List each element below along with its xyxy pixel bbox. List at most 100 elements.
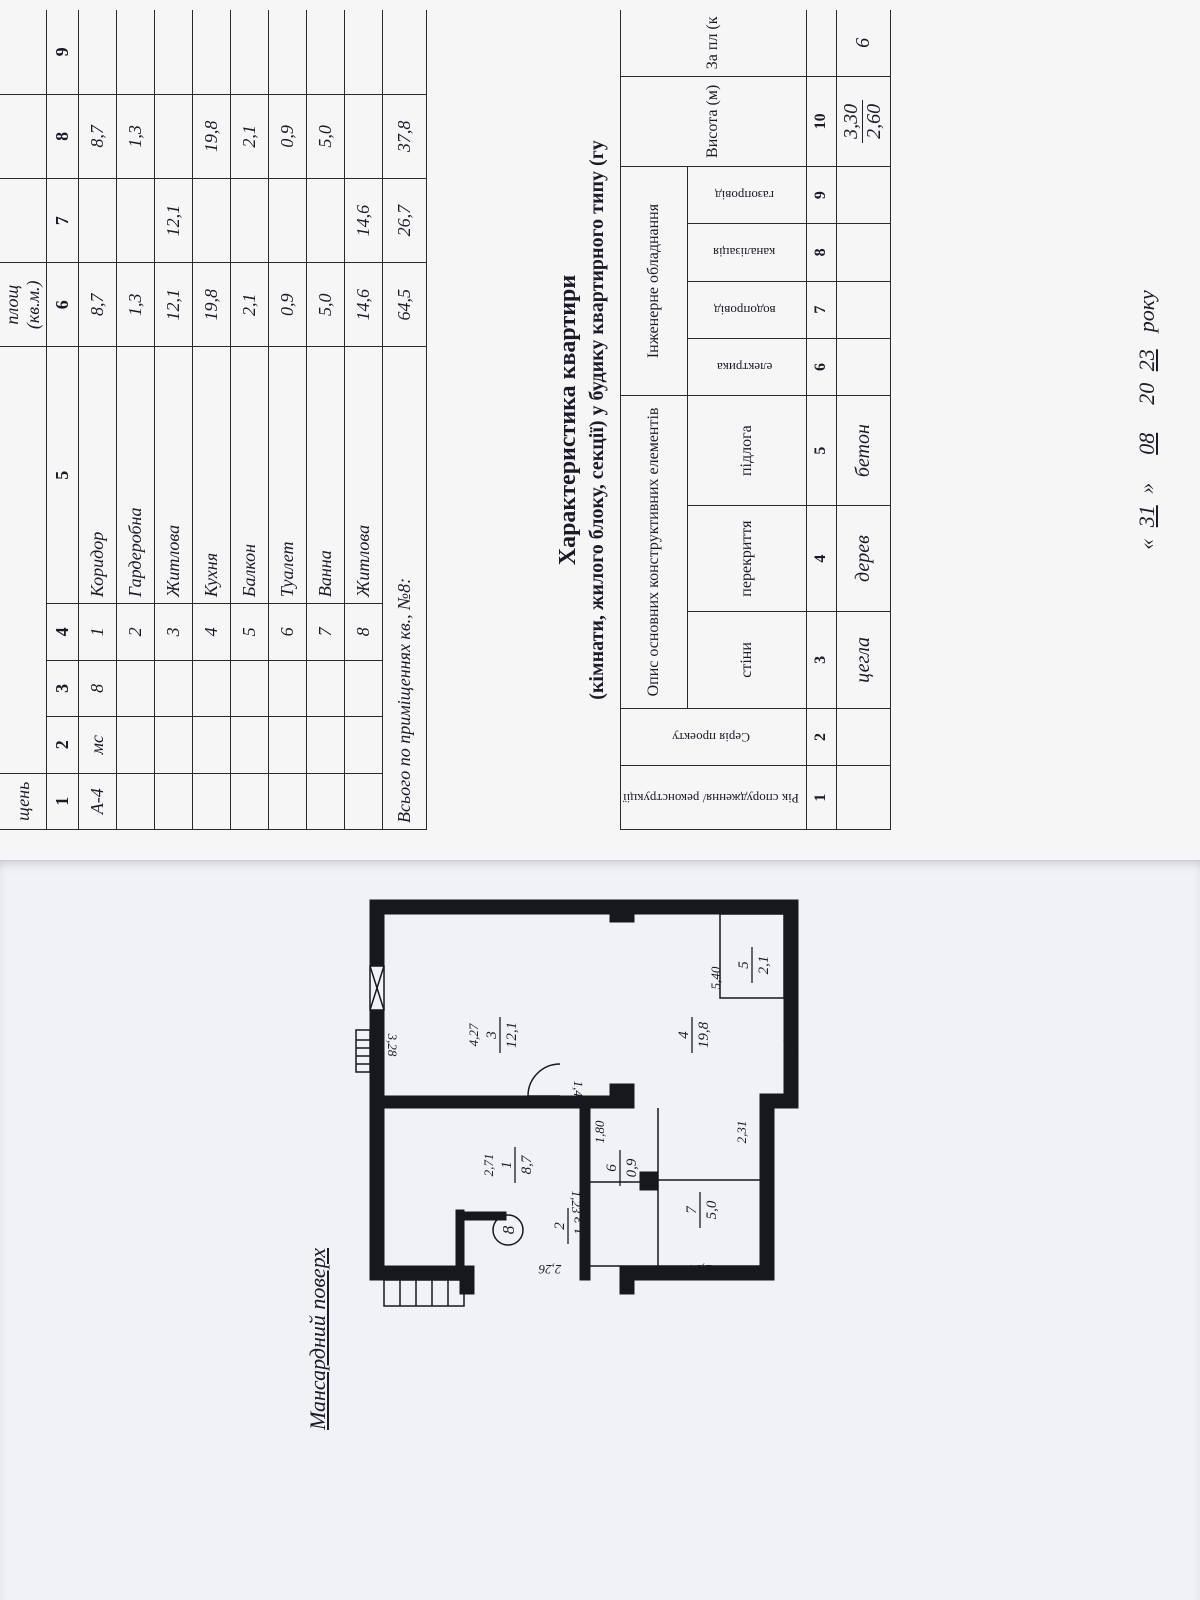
hdr-1: щень: [0, 773, 47, 829]
dim-label: 2,54: [688, 1262, 711, 1277]
cell: [231, 660, 269, 716]
cell: [269, 660, 307, 716]
cell: [307, 717, 345, 773]
sub-3: стіни: [688, 611, 807, 708]
cell: 14,6: [345, 178, 383, 262]
total-c6: 64,5: [383, 263, 427, 347]
cell: [269, 773, 307, 829]
svg-text:1: 1: [499, 1161, 515, 1169]
cell: [193, 773, 231, 829]
cell: [345, 94, 383, 178]
date-year: 23: [1134, 343, 1159, 377]
cell: 8: [79, 660, 117, 716]
char-group-row: Рік спорудження/ реконструкції Серія про…: [621, 10, 688, 830]
cell: [231, 178, 269, 262]
cell: [117, 178, 155, 262]
floor-plan: 8 18,72,7121,3312,14,27419,852,160,975,0…: [260, 880, 820, 1340]
room-label-1: 18,72,71: [481, 1147, 535, 1183]
char-colnum-9: 9: [806, 167, 836, 224]
val-10: 3,302,60: [836, 76, 890, 166]
dim-label: 3,23: [782, 1033, 797, 1057]
table-header-row: щень площ(кв.м.): [0, 10, 47, 830]
dim-label: 2,31: [734, 1121, 749, 1144]
date-line: « 31 » 08 20 23 року: [1134, 10, 1160, 830]
cell: [231, 717, 269, 773]
svg-text:19,8: 19,8: [696, 1021, 712, 1048]
room-label-3: 312,14,27: [466, 1017, 520, 1053]
colnum-3: 3: [47, 660, 79, 716]
char-colnum-row: 12345678910: [806, 10, 836, 830]
date-month: 08: [1134, 427, 1159, 461]
svg-text:2: 2: [552, 1222, 568, 1230]
dim-label: 3,28: [385, 1033, 400, 1057]
cell: 8,7: [79, 263, 117, 347]
room-label-4: 419,8: [676, 1017, 712, 1053]
grp-4: Інженерне обладнання: [621, 167, 688, 396]
cell: [79, 10, 117, 94]
cell: [345, 10, 383, 94]
colnum-2: 2: [47, 717, 79, 773]
cell: 1: [79, 604, 117, 660]
apt-circle-label: 8: [499, 1225, 518, 1234]
dim-label: 1,80: [592, 1120, 607, 1143]
cell: мс: [79, 717, 117, 773]
dim-label: 1,48: [571, 1081, 586, 1104]
cell: [307, 178, 345, 262]
cell: [117, 717, 155, 773]
hdr-6: площ(кв.м.): [0, 263, 47, 347]
sub-6: електрика: [688, 338, 807, 395]
cell: Гардеробна: [117, 347, 155, 604]
cell: 4: [193, 604, 231, 660]
cell: [345, 773, 383, 829]
char-colnum-4: 4: [806, 506, 836, 612]
dim-label: 2,26: [538, 1262, 561, 1277]
colnum-1: 1: [47, 773, 79, 829]
cell: 2: [117, 604, 155, 660]
cell: 1,3: [117, 263, 155, 347]
cell: [79, 178, 117, 262]
cell: [269, 178, 307, 262]
table-row: 4Кухня19,819,8: [193, 10, 231, 830]
svg-text:5,0: 5,0: [704, 1200, 720, 1219]
svg-text:8,7: 8,7: [519, 1154, 535, 1174]
grp-5: Висота (м): [621, 76, 807, 166]
cell: [307, 10, 345, 94]
cell: [269, 717, 307, 773]
cell: [155, 717, 193, 773]
grp-6: За пл (к: [621, 10, 807, 76]
val-11: 6: [836, 10, 890, 76]
rooms-table: щень площ(кв.м.) 123456789 А-4мс81Коридо…: [0, 10, 427, 830]
floor-plan-panel: Мансардний поверх: [0, 860, 1200, 1600]
svg-text:2,1: 2,1: [756, 956, 772, 975]
cell: 7: [307, 604, 345, 660]
cell: Житлова: [155, 347, 193, 604]
table-row: 8Житлова14,614,6: [345, 10, 383, 830]
room-label-7: 75,0: [684, 1192, 720, 1228]
cell: А-4: [79, 773, 117, 829]
svg-text:5: 5: [736, 961, 752, 969]
cell: [193, 660, 231, 716]
cell: [307, 773, 345, 829]
cell: 0,9: [269, 263, 307, 347]
cell: 19,8: [193, 263, 231, 347]
cell: [193, 10, 231, 94]
svg-text:4: 4: [676, 1031, 692, 1039]
sub-9: газопровід: [688, 167, 807, 224]
total-c7: 26,7: [383, 178, 427, 262]
colnum-9: 9: [47, 10, 79, 94]
cell: Туалет: [269, 347, 307, 604]
char-subtitle: (кімнати, жилого блоку, секції) у будику…: [586, 10, 609, 830]
colnum-4: 4: [47, 604, 79, 660]
table-row: 7Ванна5,05,0: [307, 10, 345, 830]
table-row: 5Балкон2,12,1: [231, 10, 269, 830]
svg-text:1,3: 1,3: [572, 1217, 588, 1236]
cell: 8: [345, 604, 383, 660]
cell: [117, 773, 155, 829]
cell: Кухня: [193, 347, 231, 604]
table-colnum-row: 123456789: [47, 10, 79, 830]
cell: Житлова: [345, 347, 383, 604]
total-c9: [383, 10, 427, 94]
svg-text:0,9: 0,9: [624, 1158, 640, 1177]
cell: [345, 717, 383, 773]
cell: 12,1: [155, 263, 193, 347]
